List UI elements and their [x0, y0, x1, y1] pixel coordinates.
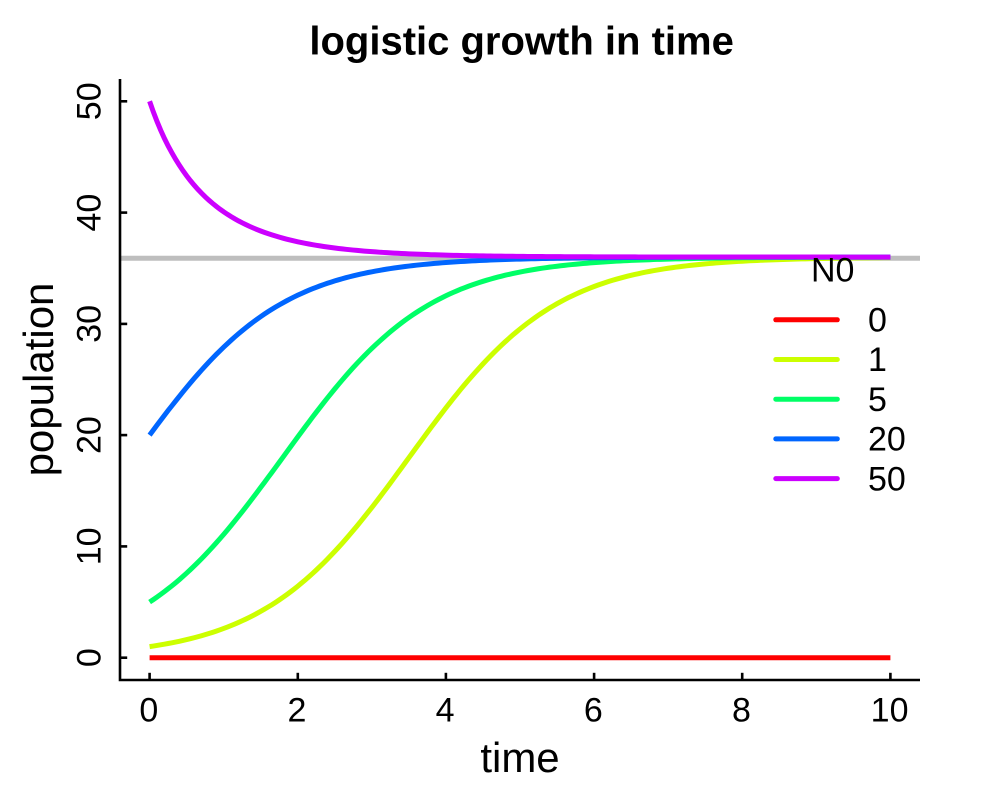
svg-text:50: 50 — [868, 460, 906, 498]
svg-text:0: 0 — [868, 302, 887, 340]
svg-text:5: 5 — [868, 381, 887, 419]
svg-text:N0: N0 — [811, 252, 854, 290]
svg-text:8: 8 — [732, 691, 751, 729]
svg-text:population: population — [15, 283, 62, 477]
svg-text:logistic growth in time: logistic growth in time — [309, 20, 733, 64]
svg-text:2: 2 — [288, 691, 307, 729]
svg-text:30: 30 — [71, 305, 109, 343]
svg-text:50: 50 — [71, 82, 109, 120]
svg-text:20: 20 — [71, 416, 109, 454]
svg-text:10: 10 — [871, 691, 909, 729]
svg-text:10: 10 — [71, 527, 109, 565]
svg-text:time: time — [480, 734, 559, 781]
svg-text:0: 0 — [139, 691, 158, 729]
svg-text:0: 0 — [71, 648, 109, 667]
svg-text:4: 4 — [436, 691, 455, 729]
svg-text:6: 6 — [584, 691, 603, 729]
svg-text:20: 20 — [868, 421, 906, 459]
svg-text:40: 40 — [71, 194, 109, 232]
svg-text:1: 1 — [868, 341, 887, 379]
